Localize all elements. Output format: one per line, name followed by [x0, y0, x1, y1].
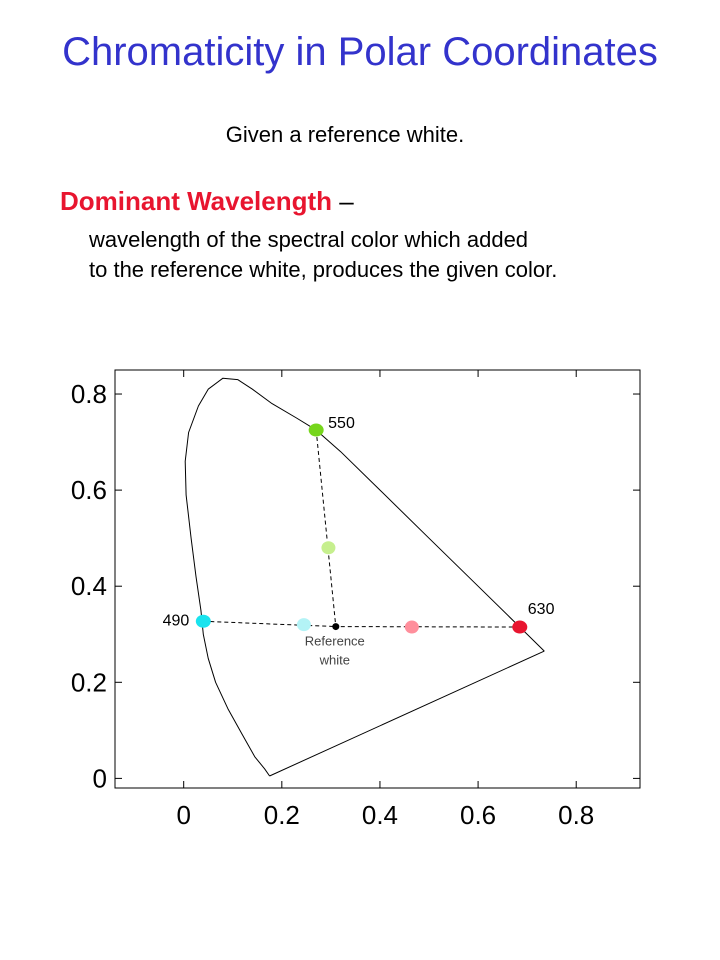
wavelength-label-550: 550 [328, 415, 355, 432]
wavelength-label-490: 490 [163, 612, 190, 629]
wavelength-label-630: 630 [528, 601, 555, 618]
spectral-point-550 [308, 423, 324, 437]
mixture-point [404, 620, 419, 634]
spectral-locus-curve [184, 377, 545, 777]
line-of-purples [269, 650, 545, 777]
definition-line-2: to the reference white, produces the giv… [89, 257, 558, 282]
x-tick-label: 0 [176, 800, 190, 830]
x-tick-label: 0.8 [558, 800, 594, 830]
dashed-line [315, 430, 337, 627]
term-separator: – [339, 186, 354, 216]
term-dominant-wavelength: Dominant Wavelength [60, 186, 333, 216]
reference-white-label: white [319, 653, 350, 668]
term-line: Dominant Wavelength – [60, 186, 354, 217]
intro-text: Given a reference white. [225, 122, 465, 147]
reference-white-point [332, 623, 340, 631]
mixture-point [296, 618, 311, 632]
reference-white-label: Reference [305, 634, 365, 649]
y-tick-label: 0.4 [71, 571, 107, 601]
y-tick-label: 0.8 [71, 379, 107, 409]
plot-frame [114, 369, 641, 789]
spectral-point-630 [512, 620, 528, 634]
x-tick-label: 0.6 [460, 800, 496, 830]
x-tick-label: 0.2 [264, 800, 300, 830]
y-tick-label: 0.2 [71, 667, 107, 697]
x-tick-label: 0.4 [362, 800, 398, 830]
dashed-line [203, 620, 336, 628]
y-tick-label: 0 [93, 763, 107, 793]
definition: wavelength of the spectral color which a… [89, 225, 557, 285]
definition-line-1: wavelength of the spectral color which a… [89, 227, 529, 252]
spectral-point-490 [195, 614, 211, 628]
mixture-point [321, 541, 336, 555]
slide-title: Chromaticity in Polar Coordinates [62, 30, 658, 74]
y-tick-label: 0.6 [71, 475, 107, 505]
